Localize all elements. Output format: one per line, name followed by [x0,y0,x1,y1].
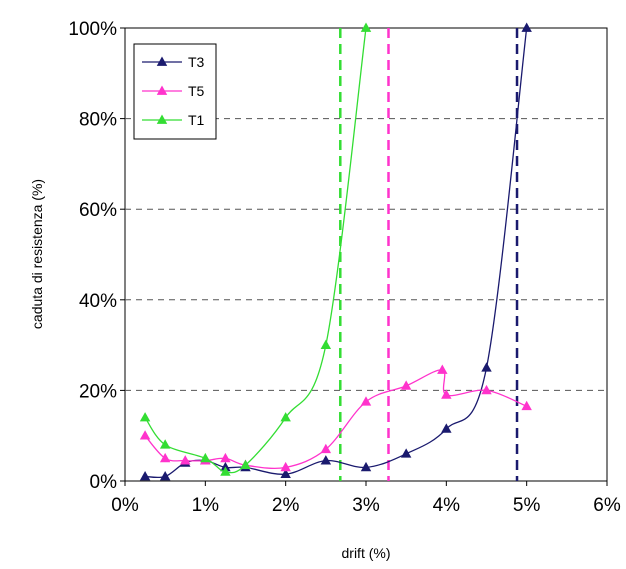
data-point-t1-5 [280,412,291,422]
data-point-t5-6 [280,461,291,472]
legend-label-t5: T5 [188,83,205,99]
x-tick-label-5: 5% [513,495,541,516]
data-point-t5-4 [220,452,231,463]
data-point-t5-1 [159,452,171,463]
data-point-t5-13 [521,400,532,411]
data-point-t1-1 [159,439,171,449]
x-tick-label-0: 0% [111,495,139,516]
x-tick-label-3: 3% [352,495,380,516]
y-tick-label-4: 80% [79,110,117,131]
data-point-t3-7 [320,455,332,465]
x-tick-label-4: 4% [433,495,461,516]
data-point-t5-11 [441,389,452,399]
data-point-t3-0 [139,470,151,481]
legend: T3 T5 T1 [133,43,217,140]
legend-label-t1: T1 [188,112,205,128]
data-point-t1-0 [139,412,151,422]
legend-marker-t5 [156,85,168,95]
data-point-t3-9 [400,448,412,458]
y-tick-label-1: 20% [79,381,117,402]
data-point-t1-2 [200,452,211,463]
data-point-t5-10 [437,364,448,374]
data-point-t3-1 [159,470,171,481]
y-tick-label-5: 100% [68,19,117,40]
data-point-t1-6 [320,339,332,349]
series-layer [139,22,532,481]
data-point-t3-8 [360,461,372,472]
legend-marker-t3 [156,56,168,66]
x-tick-label-6: 6% [593,495,621,516]
y-tick-label-0: 0% [90,472,118,493]
data-point-t5-2 [180,455,191,465]
data-point-t1-7 [360,22,372,32]
data-point-t5-9 [400,380,412,390]
data-point-t1-4 [240,459,251,469]
axis-layer: 0% 1% 2% 3% 4% 5% 6% 0% 20% 40% 60% 80% 100% [68,19,620,516]
x-tick-label-1: 1% [192,495,220,516]
x-tick-label-2: 2% [272,495,300,516]
data-point-t5-12 [481,384,492,395]
data-point-t3-12 [521,22,532,32]
data-point-t3-6 [280,468,291,479]
y-tick-label-3: 60% [79,200,117,221]
y-tick-label-2: 40% [79,291,117,312]
x-axis-label: drift (%) [342,545,391,561]
data-point-t5-7 [320,443,332,454]
data-point-t3-11 [481,362,492,372]
y-axis-label: caduta di resistenza (%) [29,179,45,329]
legend-label-t3: T3 [188,54,205,70]
series-line-t1 [144,27,367,474]
vertical-lines-layer [339,28,519,481]
data-point-t1-3 [220,466,231,476]
data-point-t3-10 [441,423,452,433]
legend-marker-t1 [156,114,168,124]
data-point-t5-8 [360,396,372,406]
data-point-t5-0 [139,430,151,440]
